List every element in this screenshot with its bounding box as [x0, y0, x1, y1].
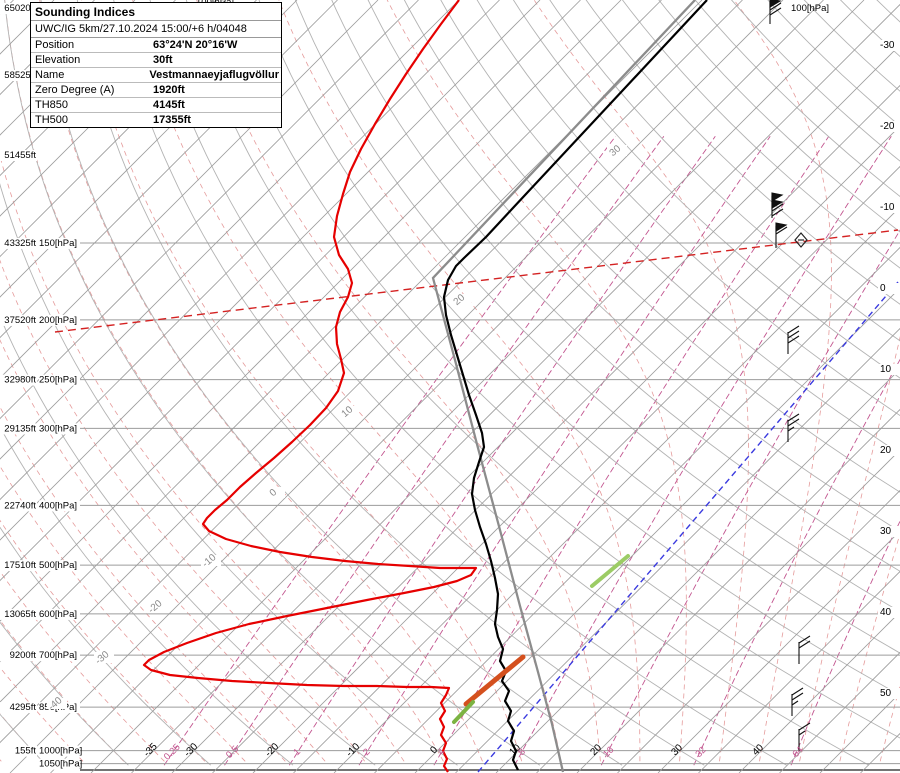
altitude-label: 58525ft: [4, 70, 36, 81]
pressure-label: 400[hPa]: [39, 500, 77, 511]
panel-row-position: Position 63°24'N 20°16'W: [31, 38, 281, 53]
top-right-pressure-label: 100[hPa]: [791, 3, 829, 14]
row-label: Zero Degree (A): [35, 84, 115, 96]
right-temp-label: 50: [880, 688, 892, 699]
row-label: TH500: [35, 114, 69, 126]
panel-row-th850: TH850 4145ft: [31, 98, 281, 113]
row-value: 4145ft: [153, 99, 185, 111]
row-value: 63°24'N 20°16'W: [153, 39, 238, 51]
right-temp-label: 40: [880, 607, 892, 618]
wind-barbs: [769, 0, 811, 751]
row-label: TH850: [35, 99, 69, 111]
altitude-label: 13065ft: [4, 609, 36, 620]
blue-dashed-mixing-line: [477, 281, 899, 773]
altitude-label: 4295ft: [10, 702, 37, 713]
panel-subtitle: UWC/IG 5km/27.10.2024 15:00/+6 h/04048: [31, 21, 281, 38]
right-temp-label: 20: [880, 445, 892, 456]
pressure-label: 250[hPa]: [39, 375, 77, 386]
altitude-label: 32980ft: [4, 375, 36, 386]
bottom-temp-label: 30: [669, 742, 685, 758]
altitude-label: 29135ft: [4, 423, 36, 434]
row-value: 30ft: [153, 54, 173, 66]
parcel-curve: [431, 0, 696, 773]
pressure-label: 700[hPa]: [39, 650, 77, 661]
special-lines: [54, 229, 899, 773]
pressure-label: 500[hPa]: [39, 560, 77, 571]
right-temp-label: -30: [880, 40, 895, 51]
mixing-ratio-label: 8: [516, 746, 528, 758]
wind-barb: [798, 722, 811, 751]
pressure-label: 600[hPa]: [39, 609, 77, 620]
sounding-indices-panel: Sounding Indices UWC/IG 5km/27.10.2024 1…: [30, 2, 282, 128]
sounding-traces: [142, 0, 708, 773]
mixing-ratio-label: 2: [361, 746, 373, 758]
row-value: 1920ft: [153, 84, 185, 96]
altitude-label: 65020ft: [4, 3, 36, 14]
mixing-ratio-label: 64: [790, 745, 805, 760]
bottom-temp-label: -30: [182, 741, 200, 759]
right-temp-label: -20: [880, 121, 895, 132]
row-label: Elevation: [35, 54, 81, 66]
pressure-label: 150[hPa]: [39, 238, 77, 249]
right-temp-label: 0: [880, 283, 886, 294]
altitude-label: 37520ft: [4, 315, 36, 326]
pressure-grid: [80, 242, 900, 771]
wind-barb: [791, 687, 804, 716]
panel-row-elevation: Elevation 30ft: [31, 53, 281, 68]
pressure-label: 300[hPa]: [39, 423, 77, 434]
temperature-curve: [442, 0, 708, 771]
bottom-temp-label: -20: [263, 741, 281, 759]
altitude-label: 155ft: [15, 746, 36, 757]
mixing-ratio-label: 32: [693, 745, 708, 760]
wind-barb: [787, 325, 800, 354]
wind-barb: [771, 192, 784, 218]
altitude-label: 43325ft: [4, 238, 36, 249]
highlight-segments: [452, 554, 630, 724]
tropopause-diamond-marker: [794, 232, 808, 248]
wind-barb: [775, 222, 788, 248]
dewpoint-curve: [142, 0, 478, 773]
highlight-segment: [463, 654, 526, 707]
mixing-ratio-label: 4: [436, 746, 448, 758]
highlight-segment: [590, 554, 630, 588]
mixing-ratio-label: 1: [292, 746, 304, 758]
bottom-temp-label: -35: [142, 741, 160, 759]
row-label: Position: [35, 39, 75, 51]
red-dashed-level-line: [54, 229, 899, 333]
row-value: Vestmannaeyjaflugvöllur: [149, 69, 279, 81]
right-temp-label: 30: [880, 526, 892, 537]
pressure-label: 200[hPa]: [39, 315, 77, 326]
wind-barb: [769, 0, 782, 24]
pressure-label: 1000[hPa]: [39, 746, 82, 757]
panel-row-zero-degree: Zero Degree (A) 1920ft: [31, 83, 281, 98]
row-value: 17355ft: [153, 114, 191, 126]
altitude-label: 9200ft: [10, 650, 37, 661]
altitude-label: 17510ft: [4, 560, 36, 571]
right-temp-label: -10: [880, 202, 895, 213]
bottom-temp-label: 40: [750, 742, 766, 758]
row-label: Name: [35, 69, 65, 81]
panel-row-name: Name Vestmannaeyjaflugvöllur: [31, 68, 281, 83]
panel-title: Sounding Indices: [31, 3, 281, 21]
adiabat-label: 0: [268, 487, 280, 499]
adiabat-label: -20: [146, 598, 164, 616]
altitude-label: 22740ft: [4, 500, 36, 511]
mixing-ratio-grid: [163, 136, 900, 766]
pressure-label: 1050[hPa]: [39, 759, 82, 770]
mixing-ratio-label: 0.5: [224, 744, 241, 761]
right-temp-label: 10: [880, 364, 892, 375]
wind-barb: [787, 413, 800, 442]
wind-barb: [798, 635, 811, 664]
mixing-ratio-label: 0.25: [162, 742, 183, 763]
altitude-label: 51455ft: [4, 150, 36, 161]
highlight-segment: [452, 700, 475, 724]
panel-row-th500: TH500 17355ft: [31, 113, 281, 127]
